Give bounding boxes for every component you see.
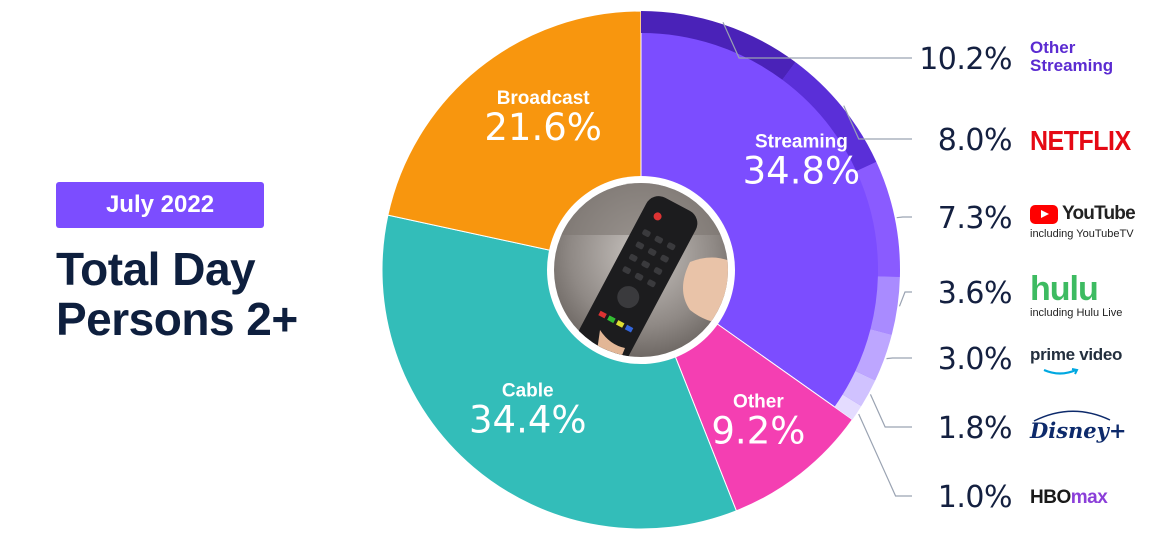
- ring-segment-1: [782, 62, 877, 172]
- slice-value-other: 9.2%: [711, 409, 805, 452]
- hulu-logo: hulu including Hulu Live: [1030, 270, 1123, 319]
- prime-smile-icon: [1043, 368, 1079, 375]
- ring-segment-2: [856, 161, 900, 277]
- hulu-wordmark: hulu: [1030, 270, 1099, 308]
- other-streaming-line1: Other: [1030, 38, 1076, 57]
- max-wordmark: max: [1070, 487, 1108, 508]
- youtube-logo: YouTube including YouTubeTV: [1030, 203, 1136, 240]
- page-title: Total Day Persons 2+: [56, 244, 298, 344]
- netflix-logo: NETFLIX: [1030, 125, 1131, 157]
- slice-label-cable: Cable: [502, 380, 554, 401]
- legend-pct-other-streaming: 10.2%: [919, 42, 1012, 77]
- hulu-subtitle: including Hulu Live: [1030, 307, 1123, 319]
- youtube-subtitle: including YouTubeTV: [1030, 228, 1134, 240]
- ring-segment-0: [641, 11, 796, 80]
- legend-pct-prime: 3.0%: [937, 342, 1013, 377]
- disney-arc-icon: [1033, 410, 1111, 422]
- ring-segment-5: [842, 371, 876, 407]
- slice-value-cable: 34.4%: [469, 398, 587, 441]
- disney-plus-wordmark: Disney+: [1030, 418, 1127, 443]
- remote-photo: [547, 176, 735, 364]
- other-streaming-label: Other Streaming: [1030, 39, 1113, 75]
- leader-line-0: [722, 21, 912, 59]
- slice-value-streaming: 34.8%: [743, 150, 861, 193]
- youtube-play-icon: [1030, 204, 1058, 224]
- slice-label-broadcast: Broadcast: [497, 88, 591, 109]
- title-line-2: Persons 2+: [56, 293, 298, 345]
- prime-video-logo: prime video: [1030, 345, 1122, 383]
- legend-pct-netflix: 8.0%: [937, 123, 1013, 158]
- slice-label-other: Other: [733, 391, 784, 412]
- hbo-max-logo: HBOmax: [1030, 487, 1108, 509]
- prime-video-wordmark: prime video: [1030, 345, 1123, 364]
- other-streaming-line2: Streaming: [1030, 56, 1114, 75]
- leader-line-4: [886, 357, 912, 360]
- legend-pct-disney: 1.8%: [937, 411, 1013, 446]
- leader-line-5: [869, 394, 912, 428]
- legend-pct-hulu: 3.6%: [937, 276, 1013, 311]
- disney-plus-logo: Disney+: [1030, 410, 1127, 443]
- legend-pct-hbo: 1.0%: [937, 480, 1013, 515]
- title-line-1: Total Day: [56, 243, 256, 295]
- leader-line-2: [896, 216, 912, 219]
- ring-segment-3: [870, 276, 900, 335]
- ring-segment-6: [834, 394, 862, 420]
- leader-line-1: [843, 105, 912, 140]
- leader-line-6: [858, 413, 912, 497]
- date-badge: July 2022: [56, 182, 264, 228]
- legend-pct-youtube: 7.3%: [937, 201, 1013, 236]
- youtube-wordmark: YouTube: [1062, 203, 1136, 224]
- leader-line-3: [898, 291, 912, 307]
- slice-label-streaming: Streaming: [755, 132, 848, 153]
- hbo-wordmark: HBO: [1030, 487, 1071, 508]
- ring-segment-4: [855, 329, 892, 381]
- slice-value-broadcast: 21.6%: [484, 106, 602, 149]
